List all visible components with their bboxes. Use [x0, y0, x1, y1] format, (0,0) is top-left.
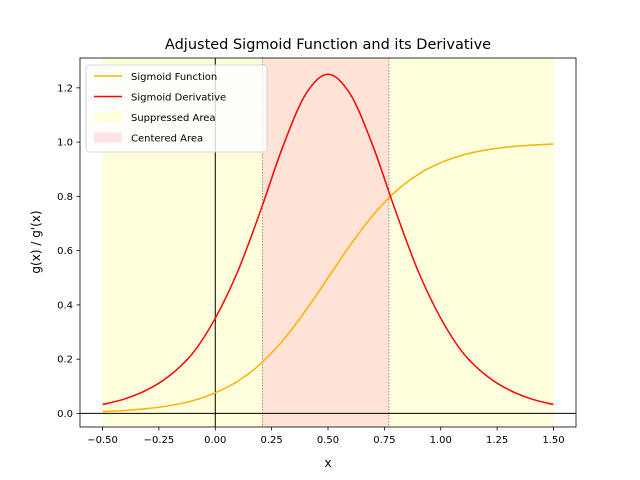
chart-title: Adjusted Sigmoid Function and its Deriva…	[165, 37, 491, 53]
x-axis-label: x	[324, 456, 331, 470]
y-tick-label: 1.0	[57, 138, 73, 149]
x-tick-label: 1.00	[430, 435, 452, 446]
x-tick-label: 1.50	[542, 435, 564, 446]
legend-box	[85, 64, 268, 153]
legend-label-sigmoid: Sigmoid Function	[131, 72, 217, 83]
legend-swatch-suppressed	[94, 112, 122, 122]
y-axis-ticks: 0.0 0.2 0.4 0.6 0.8 1.0 1.2	[57, 83, 80, 420]
y-tick-label: 0.2	[57, 355, 73, 366]
region-centered	[262, 58, 389, 427]
x-tick-label: −0.50	[87, 435, 118, 446]
y-tick-label: 0.6	[57, 246, 73, 257]
legend-label-derivative: Sigmoid Derivative	[131, 93, 226, 104]
series-line-derivative	[102, 73, 554, 406]
legend-label-centered: Centered Area	[131, 134, 203, 145]
x-tick-label: 0.25	[261, 435, 283, 446]
y-tick-label: 0.4	[57, 300, 73, 311]
x-tick-label: 1.25	[486, 435, 508, 446]
x-tick-label: 0.50	[317, 435, 339, 446]
x-axis-ticks: −0.50 −0.25 0.00 0.25 0.50 0.75 1.00 1.25 1.50	[87, 427, 565, 446]
series-lines	[102, 73, 554, 413]
y-tick-label: 1.2	[57, 83, 73, 94]
y-tick-label: 0.0	[57, 409, 73, 420]
legend-swatch-centered	[94, 132, 122, 143]
x-tick-label: −0.25	[144, 435, 175, 446]
legend: Sigmoid Function Sigmoid Derivative Suppre…	[85, 64, 268, 153]
legend-label-suppressed: Suppressed Area	[131, 113, 216, 124]
x-tick-label: 0.75	[373, 435, 395, 446]
y-tick-label: 0.8	[57, 192, 73, 203]
series-line-sigmoid	[102, 143, 554, 413]
y-axis-label: g(x) / g'(x)	[29, 210, 43, 273]
x-tick-label: 0.00	[204, 435, 226, 446]
